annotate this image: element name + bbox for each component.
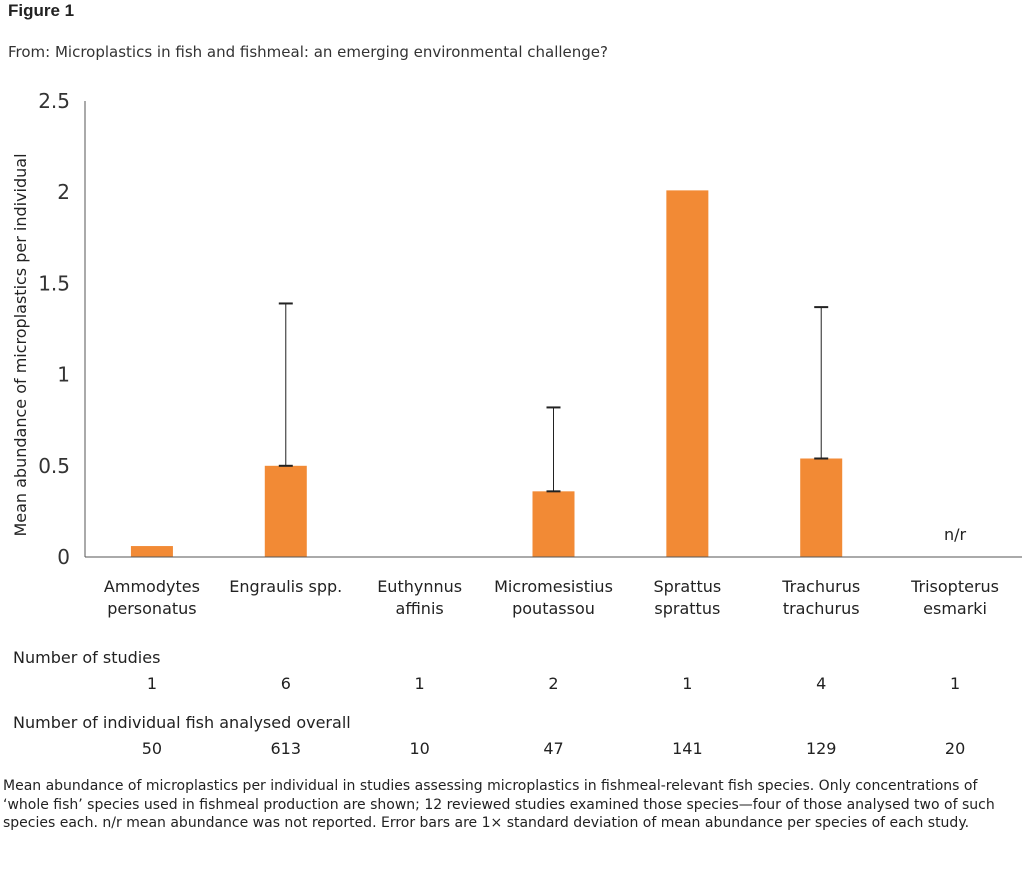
category-label: Trisopterus (910, 577, 999, 596)
bar (666, 190, 709, 557)
y-axis-title: Mean abundance of microplastics per indi… (11, 153, 30, 536)
category-label: Euthynnus (377, 577, 462, 596)
category-label: Ammodytes (104, 577, 200, 596)
annotation-label: n/r (944, 525, 967, 544)
category-label: sprattus (654, 599, 720, 618)
table-cell-value: 6 (281, 674, 291, 693)
figure-label: Figure 1 (8, 1, 75, 20)
y-tick-label: 1.5 (38, 271, 70, 295)
table-row-title: Number of individual fish analysed overa… (13, 713, 351, 732)
table-cell-value: 129 (806, 739, 837, 758)
y-tick-label: 1 (57, 363, 70, 387)
table-cell-value: 1 (682, 674, 692, 693)
category-label: personatus (107, 599, 196, 618)
bar (532, 491, 575, 557)
category-labels: Ammodytes personatus Engraulis spp. Euthynn… (104, 577, 999, 618)
table-cell-value: 1 (950, 674, 960, 693)
category-label: esmarki (923, 599, 987, 618)
y-tick-label: 2 (57, 180, 70, 204)
figure-caption: Mean abundance of microplastics per indi… (3, 778, 995, 831)
table-cell-value: 1 (415, 674, 425, 693)
figure-source-title: From: Microplastics in fish and fishmeal… (8, 43, 608, 61)
table-cell-value: 141 (672, 739, 703, 758)
bar-chart: 0 0.5 1 1.5 2 2.5 Mean abundance of microplast… (11, 89, 1022, 758)
table-cell-value: 10 (409, 739, 429, 758)
y-tick-label: 0 (57, 545, 70, 569)
table-cell-value: 613 (271, 739, 302, 758)
category-label: Trachurus (781, 577, 860, 596)
bar (264, 465, 307, 557)
y-axis: 0 0.5 1 1.5 2 2.5 Mean abundance of microplast… (11, 89, 86, 569)
table-row-title: Number of studies (13, 648, 160, 667)
y-tick-label: 0.5 (38, 454, 70, 478)
category-label: Micromesistius (494, 577, 613, 596)
y-tick-label: 2.5 (38, 89, 70, 113)
category-label: Sprattus (653, 577, 721, 596)
bar (800, 458, 843, 557)
bar (130, 546, 173, 557)
table-cell-value: 47 (543, 739, 563, 758)
table-cell-value: 4 (816, 674, 826, 693)
table-cell-value: 2 (548, 674, 558, 693)
table-cell-value: 1 (147, 674, 157, 693)
category-label: trachurus (783, 599, 860, 618)
x-axis: n/r (85, 525, 1022, 558)
category-label: Engraulis spp. (229, 577, 342, 596)
bars (130, 190, 843, 557)
table-cell-value: 50 (142, 739, 162, 758)
category-label: poutassou (512, 599, 595, 618)
error-bars (278, 302, 829, 493)
table-cell-value: 20 (945, 739, 965, 758)
category-label: affinis (396, 599, 444, 618)
